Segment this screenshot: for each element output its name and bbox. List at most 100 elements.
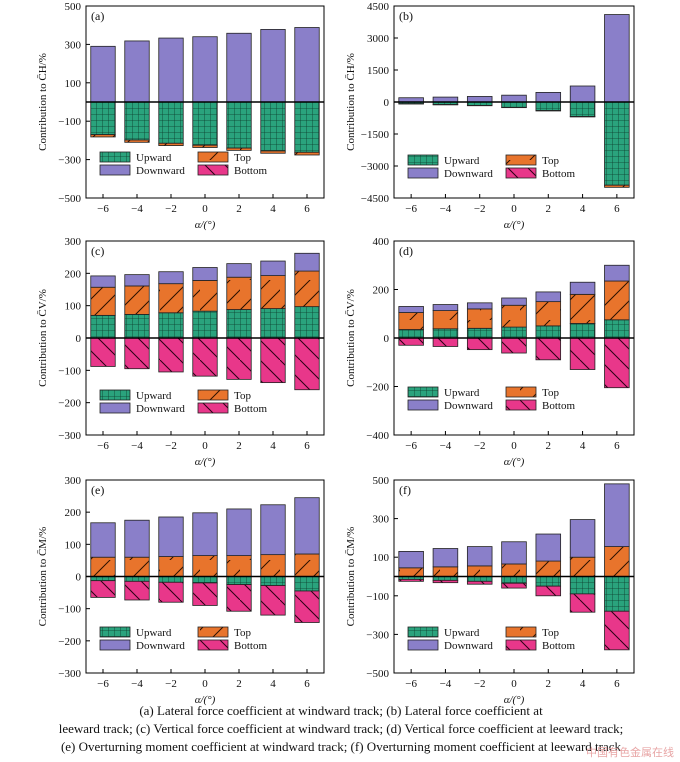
y-axis-label: Contribution to C̄M/%	[37, 527, 49, 627]
bar-downward	[466, 546, 493, 567]
bar-downward	[432, 304, 459, 311]
bar-bottom	[535, 337, 562, 361]
x-tick-label: 2	[236, 678, 242, 690]
bar-bottom	[398, 337, 424, 346]
bar-upward	[466, 327, 493, 339]
x-tick-label: 6	[304, 440, 310, 452]
legend-swatch-upward	[407, 154, 439, 166]
legend-label-bottom: Bottom	[234, 165, 267, 177]
legend-label-top: Top	[542, 387, 559, 399]
bar-upward	[90, 101, 116, 136]
x-tick-label: 4	[270, 678, 276, 690]
bar-top	[124, 139, 150, 143]
x-tick-label: 4	[580, 678, 586, 690]
x-tick-label: 4	[580, 203, 586, 215]
x-tick-label: −4	[440, 678, 452, 690]
x-tick-label: −2	[474, 203, 486, 215]
legend-swatch-bottom	[197, 639, 229, 651]
bar-top	[294, 553, 320, 577]
x-tick-label: 2	[546, 440, 552, 452]
bar-downward	[90, 45, 116, 103]
bar-bottom	[604, 337, 630, 389]
bar-downward	[124, 40, 150, 103]
y-tick-label: 200	[65, 268, 82, 280]
bar-bottom	[192, 337, 218, 377]
x-axis-label: α/(°)	[504, 456, 525, 468]
bar-bottom	[158, 337, 184, 373]
legend-swatch-bottom	[505, 399, 537, 411]
bar-top	[466, 565, 493, 577]
bar-upward	[158, 101, 184, 144]
bar-bottom	[294, 337, 320, 391]
bar-top	[90, 286, 116, 316]
x-tick-label: 4	[270, 440, 276, 452]
legend-swatch-bottom	[505, 167, 537, 179]
panel-label: (c)	[91, 244, 104, 258]
x-tick-label: 6	[614, 203, 620, 215]
legend-label-downward: Downward	[444, 400, 493, 412]
legend-label-bottom: Bottom	[234, 640, 267, 652]
bar-upward	[569, 576, 596, 595]
y-tick-label: −400	[366, 430, 389, 442]
bar-top	[226, 147, 252, 151]
panel-5: 300 200 100 0 −100 −200 −300 −6 −4 −2 0 2 4 6 (e) α/(°)…	[37, 475, 325, 706]
legend-swatch-upward	[407, 386, 439, 398]
panel-6: 500 300 100 −100 −300 −500 −6 −4 −2 0 2 4 6 (f) α/(°) C…	[345, 475, 635, 706]
bar-downward	[226, 263, 252, 278]
legend-label-upward: Upward	[136, 627, 172, 639]
y-tick-label: −3000	[361, 161, 390, 173]
bar-upward	[260, 308, 286, 339]
figure-caption: (a) Lateral force coefficient at windwar…	[4, 702, 678, 756]
bar-downward	[90, 275, 116, 288]
y-tick-label: −200	[58, 636, 81, 648]
bar-downward	[466, 302, 493, 310]
legend-swatch-top	[197, 389, 229, 401]
y-tick-label: −300	[58, 668, 81, 680]
bar-upward	[294, 101, 320, 153]
bar-downward	[158, 37, 184, 103]
x-tick-label: −6	[97, 203, 109, 215]
bar-downward	[398, 551, 424, 569]
panel-1: 500 300 100 −100 −300 −500 −6 −4 −2 0 2 4 6 (a) α/(°) C…	[37, 1, 325, 231]
y-tick-label: 300	[65, 39, 82, 51]
bar-downward	[226, 32, 252, 103]
legend-swatch-top	[505, 154, 537, 166]
bar-upward	[124, 576, 150, 582]
legend-swatch-bottom	[197, 402, 229, 414]
bar-downward	[432, 96, 459, 103]
legend-swatch-top	[505, 386, 537, 398]
caption-line-3: (e) Overturning moment coefficient at wi…	[60, 739, 622, 754]
bar-bottom	[124, 337, 150, 370]
bar-bottom	[466, 337, 493, 351]
x-tick-label: 2	[546, 678, 552, 690]
bar-top	[158, 556, 184, 577]
bar-bottom	[501, 582, 527, 589]
y-tick-label: 3000	[367, 33, 390, 45]
x-axis-label: α/(°)	[195, 219, 216, 231]
legend-label-downward: Downward	[136, 403, 185, 415]
panel-label: (b)	[399, 9, 413, 23]
bar-upward	[535, 101, 562, 111]
panel-label: (f)	[399, 483, 411, 497]
bar-top	[260, 150, 286, 154]
y-tick-label: 0	[76, 572, 82, 584]
x-tick-label: 4	[270, 203, 276, 215]
bar-top	[226, 276, 252, 310]
x-tick-label: 0	[202, 203, 208, 215]
bar-top	[192, 144, 218, 148]
y-tick-label: −300	[366, 629, 389, 641]
y-tick-label: −200	[58, 398, 81, 410]
bar-downward	[535, 533, 562, 562]
legend-swatch-downward	[407, 639, 439, 651]
x-axis-label: α/(°)	[504, 219, 525, 231]
bar-upward	[569, 323, 596, 339]
bar-bottom	[260, 585, 286, 616]
legend-swatch-upward	[407, 626, 439, 638]
legend-label-upward: Upward	[136, 390, 172, 402]
x-axis-label: α/(°)	[195, 456, 216, 468]
bar-upward	[604, 101, 630, 186]
y-axis-label: Contribution to C̄V/%	[37, 289, 49, 387]
bar-upward	[501, 101, 527, 108]
bar-top	[604, 546, 630, 577]
